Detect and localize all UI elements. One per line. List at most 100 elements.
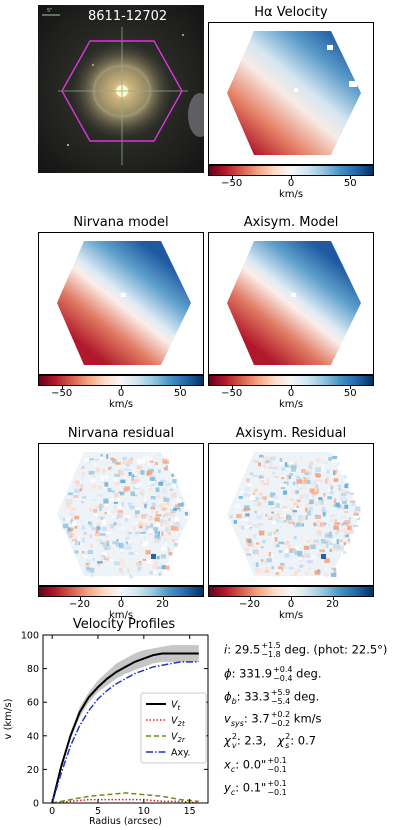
- nirvana-residual-map: [38, 443, 204, 586]
- residual-pixel: [348, 517, 351, 522]
- colorbar-tick-mark: [180, 386, 182, 389]
- residual-pixel: [295, 490, 299, 494]
- residual-pixel: [154, 535, 160, 539]
- residual-pixel: [244, 525, 251, 529]
- residual-pixel: [244, 508, 251, 511]
- residual-pixel: [147, 528, 153, 534]
- residual-pixel: [87, 550, 93, 554]
- colorbar-tick-mark: [291, 386, 292, 389]
- residual-pixel: [154, 530, 158, 533]
- residual-pixel: [254, 549, 259, 554]
- residual-pixel: [249, 495, 256, 501]
- residual-pixel: [281, 467, 286, 471]
- residual-pixel: [135, 562, 142, 567]
- residual-pixel: [326, 476, 329, 481]
- colorbar-tick-label: −50: [51, 388, 73, 399]
- residual-pixel: [122, 487, 128, 493]
- residual-pixel: [340, 552, 344, 555]
- residual-pixel: [325, 543, 329, 548]
- residual-pixel: [166, 483, 172, 486]
- residual-pixel: [81, 525, 86, 530]
- residual-pixel: [88, 567, 95, 573]
- param-vsys-value: 3.7: [251, 711, 270, 726]
- residual-pixel: [246, 478, 250, 483]
- residual-pixel: [116, 497, 121, 502]
- residual-pixel: [172, 479, 177, 484]
- residual-pixel: [347, 525, 352, 531]
- residual-pixel: [74, 515, 80, 520]
- residual-pixel: [320, 539, 326, 544]
- residual-pixel: [115, 542, 121, 547]
- residual-pixel: [311, 491, 318, 495]
- residual-pixel: [286, 515, 292, 521]
- residual-pixel: [164, 520, 168, 525]
- residual-pixel: [81, 466, 85, 469]
- param-vsys-subsym: sys: [230, 718, 244, 728]
- residual-pixel: [311, 555, 316, 558]
- residual-pixel: [307, 480, 311, 485]
- residual-pixel: [165, 465, 168, 468]
- residual-pixel: [297, 515, 303, 519]
- residual-pixel: [252, 460, 259, 463]
- residual-pixel: [343, 551, 347, 554]
- residual-pixel: [319, 549, 325, 553]
- colorbar-tick-label: 0: [117, 388, 125, 399]
- residual-pixel: [268, 459, 272, 463]
- residual-pixel: [297, 518, 302, 522]
- residual-pixel: [149, 571, 153, 575]
- residual-pixel: [125, 543, 132, 547]
- residual-pixel: [312, 494, 315, 498]
- residual-pixel: [267, 515, 271, 519]
- residual-pixel: [344, 530, 348, 535]
- param-xc-sup: +0.1: [267, 756, 287, 765]
- residual-pixel: [300, 517, 305, 522]
- residual-pixel: [176, 483, 179, 489]
- residual-pixel: [324, 558, 330, 563]
- residual-pixel: [164, 543, 168, 546]
- residual-pixel: [263, 497, 267, 503]
- residual-pixel: [332, 548, 338, 552]
- residual-pixel: [328, 457, 332, 461]
- residual-pixel: [341, 523, 345, 526]
- residual-pixel: [79, 488, 82, 492]
- series-line-v2t: [52, 798, 199, 804]
- residual-pixel: [103, 499, 109, 504]
- residual-pixel: [275, 544, 280, 548]
- residual-pixel: [89, 507, 93, 511]
- residual-pixel: [85, 563, 90, 566]
- residual-pixel: [153, 505, 159, 509]
- residual-pixel: [329, 548, 332, 552]
- param-yc-value: 0.1": [242, 780, 267, 795]
- residual-pixel: [291, 467, 296, 472]
- colorbar-tick-label: 0: [287, 178, 295, 189]
- residual-pixel: [120, 479, 126, 484]
- residual-pixel: [153, 540, 159, 543]
- param-phi: ϕ: 331.9 +0.4 −0.4 deg.: [224, 665, 322, 683]
- residual-pixel: [272, 471, 276, 475]
- residual-pixel: [117, 505, 123, 509]
- residual-pixel: [109, 498, 115, 502]
- residual-pixel: [120, 548, 123, 553]
- residual-pixel: [293, 523, 298, 528]
- residual-pixel: [171, 484, 175, 487]
- chart-title: Velocity Profiles: [72, 617, 176, 632]
- residual-pixel: [303, 545, 310, 550]
- residual-pixel: [148, 461, 151, 466]
- residual-pixel: [107, 487, 112, 493]
- residual-pixel: [318, 497, 323, 501]
- residual-pixel: [344, 484, 349, 489]
- residual-pixel: [278, 550, 283, 553]
- residual-pixel: [340, 515, 346, 519]
- residual-pixel: [330, 573, 337, 577]
- residual-pixel: [129, 505, 135, 510]
- residual-pixel: [289, 461, 294, 466]
- residual-pixel: [298, 556, 302, 561]
- residual-pixel: [333, 478, 339, 482]
- residual-pixel: [349, 500, 356, 503]
- residual-pixel: [292, 510, 297, 513]
- residual-pixel: [332, 455, 338, 460]
- residual-pixel: [171, 473, 175, 477]
- residual-pixel: [93, 512, 98, 516]
- residual-pixel: [88, 521, 92, 525]
- residual-pixel: [174, 543, 178, 547]
